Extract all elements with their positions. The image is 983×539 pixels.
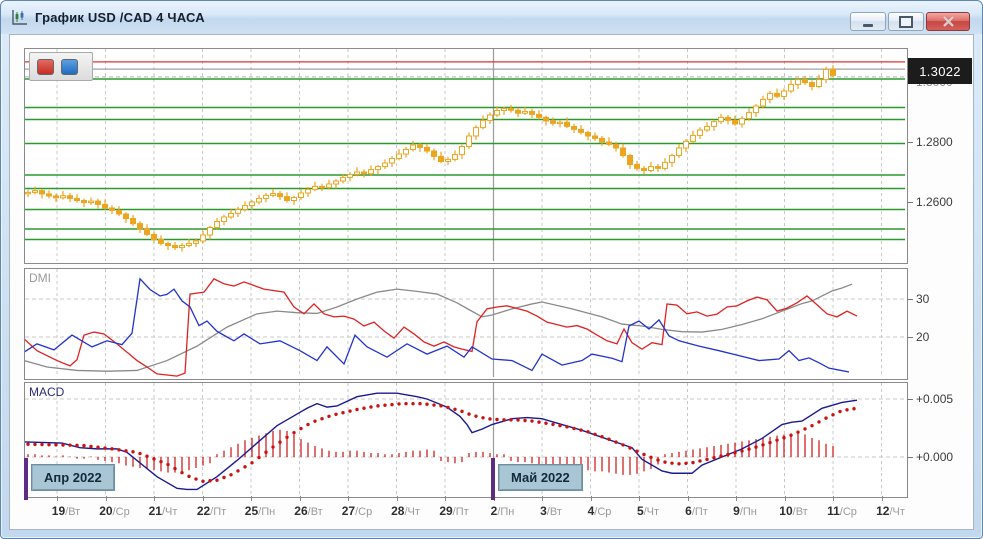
window-title: График USD /CAD 4 ЧАСА (35, 10, 205, 25)
y-axis-label: +0.000 (916, 450, 954, 464)
x-axis-label: 12/Чт (876, 504, 905, 518)
minus-di-line (25, 278, 858, 377)
x-axis-tick (881, 496, 883, 501)
x-axis-tick (639, 496, 640, 501)
x-axis-tick (590, 496, 592, 501)
macd-signal-dots-group (26, 401, 856, 483)
y-axis-tick (907, 399, 913, 400)
y-axis-label: 1.2600 (916, 195, 953, 209)
x-axis-tick (784, 496, 786, 501)
chart-toolbar (29, 52, 93, 81)
y-axis-label: 30 (916, 292, 930, 306)
month-start-bar-may (490, 458, 495, 500)
x-axis-tick (105, 496, 107, 501)
macd-panel-label: MACD (29, 385, 65, 399)
x-axis-tick (445, 496, 446, 501)
x-axis-label: 10/Вт (779, 504, 808, 518)
y-axis-label: 1.2800 (916, 135, 953, 149)
x-axis-tick (57, 496, 58, 501)
close-icon (942, 16, 954, 27)
x-axis-tick (833, 496, 834, 501)
maximize-icon (899, 15, 913, 28)
macd-panel (24, 382, 908, 498)
candles-group (25, 65, 836, 252)
close-button[interactable] (926, 12, 970, 31)
dmi-panel-canvas[interactable] (25, 269, 905, 377)
plus-di-line (25, 277, 850, 373)
x-axis-label: 3/Вт (540, 504, 562, 518)
x-axis-label: 6/Пт (685, 504, 708, 518)
red-square-button[interactable] (37, 58, 54, 75)
x-axis-label: 27/Ср (341, 504, 373, 518)
x-axis-label: 26/Вт (294, 504, 323, 518)
x-axis-label: 5/Чт (636, 504, 660, 518)
x-axis-label: 11/Ср (827, 504, 857, 518)
month-start-bar-april (24, 458, 28, 500)
y-axis-label: +0.005 (916, 392, 954, 406)
x-axis-tick (348, 496, 349, 501)
y-axis-label: 20 (916, 330, 930, 344)
y-axis-tick (907, 202, 913, 203)
macd-panel-canvas[interactable] (25, 383, 905, 495)
price-panel-canvas[interactable] (25, 49, 905, 261)
dmi-panel (24, 268, 908, 380)
macd-line (25, 392, 858, 491)
chart-client-area: DMI MACD 1.3022 1.30001.28001.26003020+0… (9, 34, 974, 530)
x-axis-tick (154, 496, 155, 501)
maximize-button[interactable] (888, 12, 924, 31)
x-axis-label: 4/Ср (587, 504, 612, 518)
x-axis-label: 20/Ср (99, 504, 130, 518)
minimize-icon (863, 24, 873, 27)
x-axis-label: 22/Пт (196, 504, 227, 518)
dmi-panel-label: DMI (29, 271, 51, 285)
y-axis-tick (907, 337, 913, 338)
price-panel (24, 48, 908, 264)
candlestick-chart-icon (11, 9, 29, 27)
x-axis-label: 2/Пн (490, 504, 515, 518)
x-axis-tick (687, 496, 689, 501)
x-axis-label: 28/Чт (391, 504, 420, 518)
x-axis-tick (396, 496, 398, 501)
x-axis-tick (251, 496, 252, 501)
month-label-may: Май 2022 (498, 464, 583, 491)
x-axis-label: 9/Пн (733, 504, 757, 518)
y-axis-tick (907, 142, 913, 143)
last-price-box: 1.3022 (908, 58, 972, 84)
x-axis-tick (542, 496, 543, 501)
y-axis-tick (907, 299, 913, 300)
macd-histogram-group (27, 429, 834, 475)
window-controls (850, 12, 970, 31)
minimize-button[interactable] (850, 12, 886, 31)
x-axis-label: 25/Пн (244, 504, 276, 518)
blue-square-button[interactable] (61, 58, 78, 75)
title-bar[interactable]: График USD /CAD 4 ЧАСА (1, 1, 982, 34)
x-axis-tick (202, 496, 204, 501)
x-axis-tick (736, 496, 737, 501)
x-axis-label: 29/Пт (439, 504, 469, 518)
adx-line (25, 283, 853, 372)
x-axis-label: 21/Чт (148, 504, 178, 518)
month-label-april: Апр 2022 (31, 464, 115, 491)
x-axis-label: 19/Вт (51, 504, 81, 518)
y-axis-tick (907, 457, 913, 458)
x-axis-tick (299, 496, 301, 501)
